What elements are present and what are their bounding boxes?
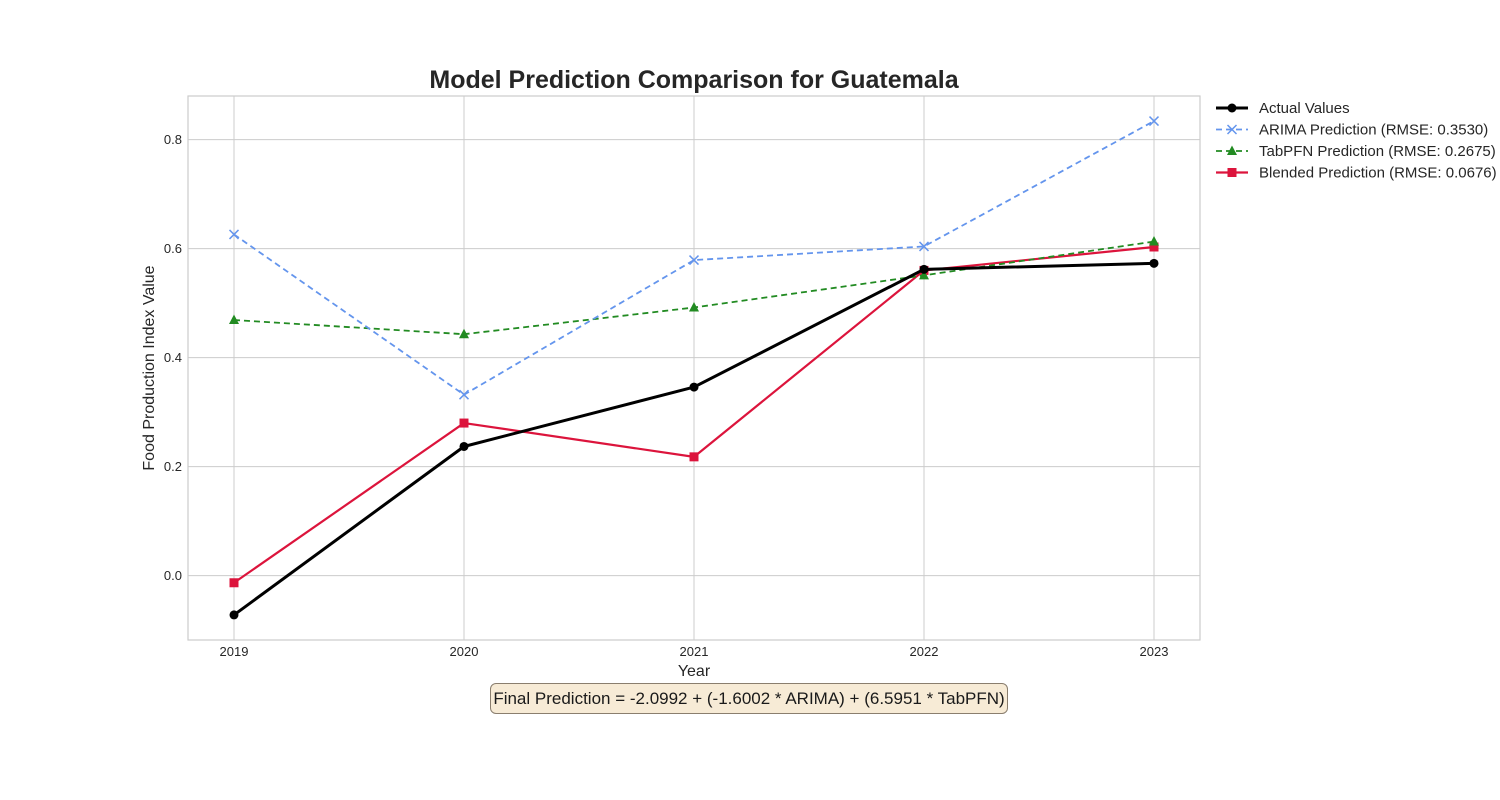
data-point-actual-values: [459, 441, 469, 451]
data-point-tabpfn-prediction: [919, 269, 929, 280]
formula-annotation: Final Prediction = -2.0992 + (-1.6002 * …: [490, 683, 1008, 714]
data-point-actual-values: [689, 382, 699, 392]
data-point-blended-prediction: [1149, 242, 1159, 252]
legend-marker: [1226, 124, 1238, 135]
legend-label: ARIMA Prediction (RMSE: 0.3530): [1259, 122, 1488, 139]
series-actual-values: [229, 258, 1159, 620]
data-point-tabpfn-prediction: [459, 328, 469, 339]
x-axis-ticks: 2019 2020 2021 2022 2023: [220, 644, 1169, 659]
grid: [188, 96, 1200, 640]
legend-marker: [1227, 145, 1237, 155]
data-point-actual-values: [1149, 258, 1159, 268]
x-tick-label: 2021: [680, 644, 709, 659]
legend-marker: [1227, 168, 1237, 177]
data-point-tabpfn-prediction: [229, 314, 239, 325]
x-axis-label: Year: [678, 663, 711, 680]
x-tick-label: 2022: [910, 644, 939, 659]
series-tabpfn-prediction: [229, 236, 1159, 339]
plot-area: [187, 95, 1201, 641]
y-tick-label: 0.2: [164, 459, 182, 474]
data-point-actual-values: [919, 264, 929, 274]
series-arima-prediction: [228, 116, 1160, 400]
y-tick-label: 0.0: [164, 568, 182, 583]
legend-label: TabPFN Prediction (RMSE: 0.2675): [1259, 143, 1496, 160]
data-point-arima-prediction: [1148, 116, 1160, 127]
data-point-blended-prediction: [229, 578, 239, 588]
legend-label: Blended Prediction (RMSE: 0.0676): [1259, 165, 1497, 182]
legend-item-blended-prediction: Blended Prediction (RMSE: 0.0676): [1216, 165, 1497, 182]
legend-item-actual-values: Actual Values: [1216, 100, 1350, 117]
data-point-tabpfn-prediction: [1149, 236, 1159, 246]
y-axis-ticks: 0.0 0.2 0.4 0.6 0.8: [164, 132, 182, 583]
y-axis-label: Food Production Index Value: [141, 265, 158, 470]
series: [228, 116, 1160, 620]
y-tick-label: 0.8: [164, 132, 182, 147]
data-point-arima-prediction: [688, 255, 700, 266]
data-point-blended-prediction: [459, 418, 469, 428]
data-point-arima-prediction: [458, 389, 470, 400]
data-point-tabpfn-prediction: [689, 301, 699, 312]
legend-label: Actual Values: [1259, 100, 1350, 117]
y-tick-label: 0.4: [164, 350, 182, 365]
legend: Actual Values ARIMA Prediction (RMSE: 0.3…: [1216, 100, 1497, 182]
legend-item-tabpfn-prediction: TabPFN Prediction (RMSE: 0.2675): [1216, 143, 1496, 160]
legend-marker: [1227, 103, 1237, 113]
data-point-arima-prediction: [918, 241, 930, 252]
x-tick-label: 2020: [450, 644, 479, 659]
chart-title: Model Prediction Comparison for Guatemal…: [429, 66, 959, 94]
y-tick-label: 0.6: [164, 241, 182, 256]
x-tick-label: 2019: [220, 644, 249, 659]
data-point-actual-values: [229, 610, 239, 620]
data-point-arima-prediction: [228, 229, 240, 240]
legend-item-arima-prediction: ARIMA Prediction (RMSE: 0.3530): [1216, 122, 1488, 139]
series-line-arima-prediction: [233, 120, 1155, 396]
data-point-blended-prediction: [689, 452, 699, 462]
x-tick-label: 2023: [1140, 644, 1169, 659]
